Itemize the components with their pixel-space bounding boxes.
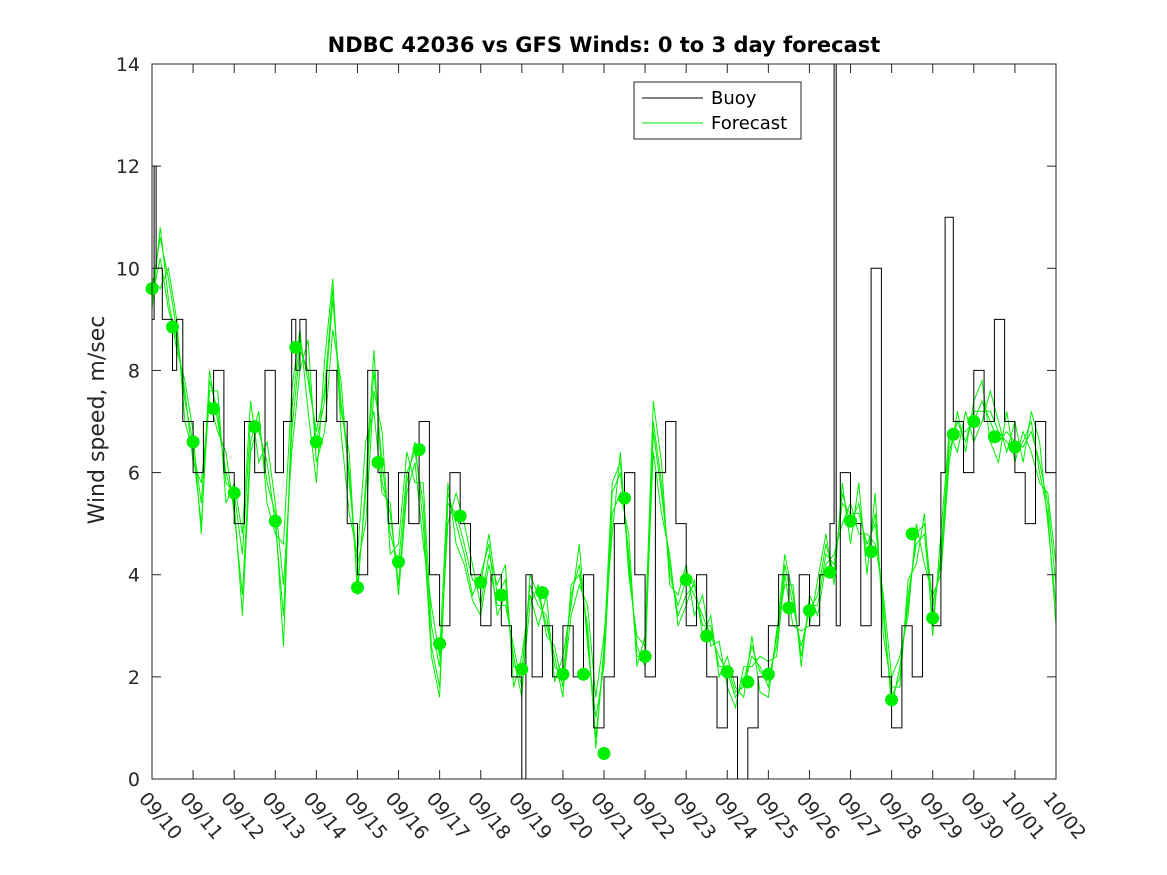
chart-title: NDBC 42036 vs GFS Winds: 0 to 3 day fore…	[328, 33, 881, 57]
daily-point	[207, 402, 221, 416]
daily-point	[885, 693, 899, 707]
daily-point	[741, 675, 755, 689]
daily-point	[227, 486, 241, 500]
daily-point	[577, 667, 590, 681]
buoy-line	[152, 63, 1057, 780]
daily-point	[720, 665, 734, 679]
daily-point	[371, 455, 385, 469]
daily-point	[803, 604, 816, 617]
daily-point	[967, 415, 981, 428]
y-tick-label: 14	[116, 54, 140, 76]
y-axis-label: Wind speed, m/sec	[85, 316, 110, 525]
daily-point	[987, 430, 1001, 444]
legend: Buoy Forecast	[633, 81, 802, 140]
daily-point	[597, 747, 611, 760]
daily-point	[905, 527, 919, 541]
y-tick-label: 8	[128, 360, 140, 382]
daily-point	[474, 575, 488, 589]
daily-point	[679, 573, 693, 587]
y-axis: 0 2 4 6 8 10 12 14	[116, 54, 1056, 791]
daily-point	[166, 320, 179, 334]
daily-point	[844, 514, 857, 528]
daily-point	[556, 667, 570, 681]
legend-buoy-label: Buoy	[711, 88, 757, 109]
daily-point	[823, 565, 837, 579]
daily-point	[268, 514, 282, 528]
y-tick-label: 12	[116, 156, 140, 178]
daily-point	[761, 667, 775, 681]
daily-point	[392, 555, 405, 569]
y-tick-label: 4	[128, 565, 140, 587]
legend-box	[633, 81, 802, 140]
daily-point	[864, 545, 878, 559]
daily-point	[494, 588, 508, 602]
daily-point	[1008, 440, 1022, 454]
daily-point	[618, 491, 631, 505]
y-tick-label: 0	[128, 769, 140, 791]
daily-point	[309, 435, 323, 449]
daily-point	[186, 435, 200, 449]
daily-point	[412, 443, 426, 457]
y-tick-label: 6	[128, 463, 140, 485]
daily-point	[351, 581, 364, 594]
daily-point	[946, 427, 960, 441]
daily-point	[433, 637, 447, 651]
buoy-series-group	[152, 63, 1057, 780]
daily-point	[782, 601, 796, 615]
daily-point	[248, 420, 262, 434]
daily-point	[638, 649, 652, 663]
y-tick-label: 2	[128, 667, 140, 689]
daily-point	[515, 662, 529, 676]
plot-area	[145, 63, 1057, 780]
daily-point	[289, 340, 303, 354]
forecast-line	[151, 266, 1057, 718]
legend-forecast-label: Forecast	[711, 113, 787, 134]
daily-point	[453, 509, 467, 523]
daily-point	[535, 586, 549, 600]
daily-point	[700, 629, 714, 643]
y-tick-label: 10	[116, 258, 140, 280]
daily-point	[926, 611, 940, 625]
